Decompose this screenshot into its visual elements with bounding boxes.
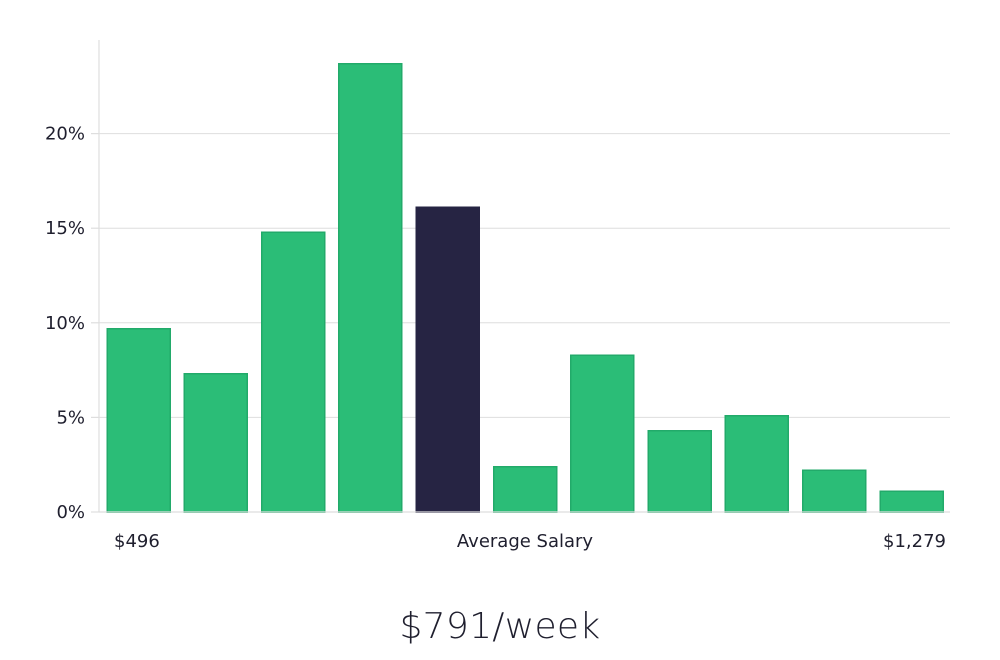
bar	[647, 429, 712, 513]
bar	[492, 465, 558, 513]
bar	[260, 231, 326, 513]
bar	[879, 490, 944, 513]
bar	[106, 327, 171, 513]
bar	[338, 62, 403, 513]
gridlines	[99, 133, 950, 418]
y-axis-ticks: 0% 5% 10% 15% 20%	[45, 124, 99, 523]
y-tick-label: 5%	[56, 407, 85, 428]
bars	[106, 62, 944, 513]
bar	[570, 354, 635, 513]
x-label-max-salary: $1,279	[883, 531, 946, 552]
y-tick-label: 10%	[45, 313, 85, 334]
y-tick-label: 15%	[45, 218, 85, 239]
average-salary-headline: $791/week	[399, 606, 601, 647]
y-tick-label: 0%	[56, 502, 85, 523]
salary-histogram: 0% 5% 10% 15% 20% $496 Average Salary $1,279	[45, 40, 950, 552]
bar	[183, 373, 249, 513]
x-label-min-salary: $496	[114, 531, 160, 552]
bar	[724, 414, 790, 513]
bar	[801, 469, 867, 513]
x-label-average-salary: Average Salary	[457, 531, 594, 552]
bar-average-salary	[415, 206, 480, 513]
y-tick-label: 20%	[45, 124, 85, 145]
